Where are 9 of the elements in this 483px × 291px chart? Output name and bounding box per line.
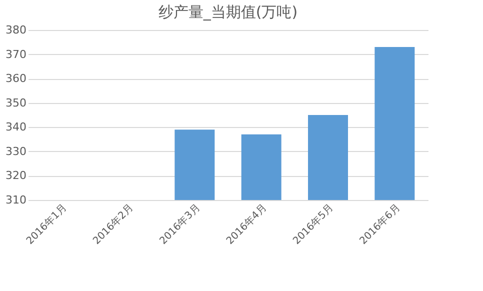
y-tick-label: 340: [6, 120, 26, 134]
y-tick-label: 320: [6, 169, 26, 182]
y-tick-label: 330: [6, 144, 26, 158]
y-tick-label: 380: [6, 24, 26, 36]
y-tick-label: 350: [6, 96, 26, 110]
y-tick-label: 370: [6, 48, 26, 61]
chart-title: 纱产量_当期值(万吨): [158, 3, 298, 21]
y-tick-label: 310: [6, 194, 26, 206]
y-tick-label: 360: [6, 72, 26, 86]
